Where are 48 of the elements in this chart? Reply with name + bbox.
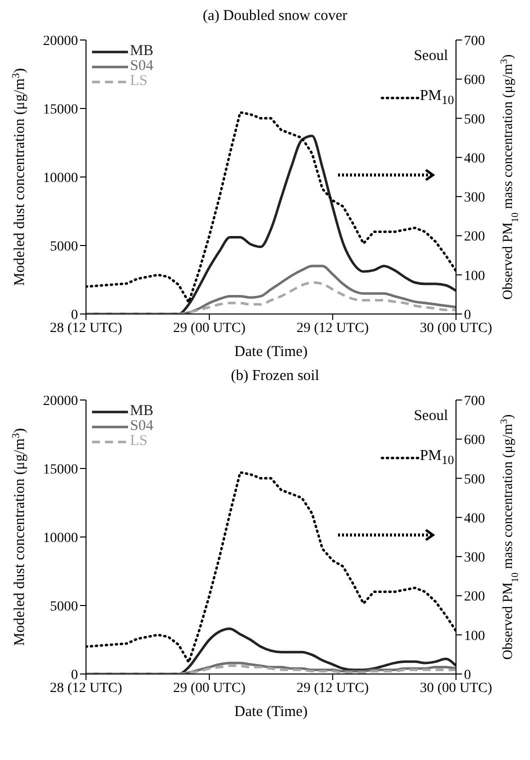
y2-tick-label: 300	[464, 190, 485, 206]
chart-title: (a) Doubled snow cover	[202, 8, 348, 26]
y2-tick-label: 0	[464, 668, 471, 683]
y2-tick-label: 200	[464, 230, 485, 245]
x-axis-title: Date (Time)	[234, 704, 308, 720]
y2-tick-label: 700	[464, 394, 485, 409]
y-tick-label: 10000	[43, 530, 78, 546]
annotation: Seoul	[414, 408, 448, 425]
y-tick-label: 0	[71, 308, 78, 323]
y2-tick-label: 400	[464, 511, 485, 526]
y-tick-label: 10000	[43, 170, 78, 186]
x-tick-label: 29 (00 UTC)	[173, 320, 246, 336]
y-tick-label: 0	[71, 668, 78, 683]
legend-label: LS	[130, 73, 148, 90]
y2-tick-label: 300	[464, 550, 485, 566]
y-tick-label: 15000	[43, 102, 78, 118]
y-tick-label: 15000	[43, 462, 78, 478]
y2-tick-label: 500	[464, 472, 485, 488]
x-tick-label: 30 (00 UTC)	[420, 320, 492, 336]
chart-title: (b) Frozen soil	[230, 368, 320, 386]
annotation: Seoul	[414, 48, 448, 65]
y-tick-label: 5000	[50, 239, 78, 254]
y2-tick-label: 0	[464, 308, 471, 323]
y-tick-label: 5000	[50, 599, 78, 614]
x-axis-title: Date (Time)	[234, 344, 308, 360]
legend-label: S04	[130, 58, 154, 75]
y2-tick-label: 600	[464, 433, 485, 448]
y2-tick-label: 400	[464, 151, 485, 166]
y-tick-label: 20000	[43, 394, 78, 409]
x-tick-label: 29 (00 UTC)	[173, 680, 246, 696]
legend-label: MB	[130, 43, 154, 60]
legend-label: PM$_{10}$	[420, 88, 454, 108]
x-tick-label: 28 (12 UTC)	[50, 320, 122, 336]
legend-label: PM$_{10}$	[420, 448, 454, 468]
y2-tick-label: 700	[464, 34, 485, 49]
x-tick-label: 30 (00 UTC)	[420, 680, 492, 696]
x-tick-label: 29 (12 UTC)	[296, 680, 370, 696]
y2-tick-label: 100	[464, 628, 485, 644]
y2-tick-label: 100	[464, 268, 485, 284]
x-tick-label: 29 (12 UTC)	[296, 320, 370, 336]
x-tick-label: 28 (12 UTC)	[50, 680, 122, 696]
y2-tick-label: 600	[464, 73, 485, 88]
y2-tick-label: 200	[464, 590, 485, 605]
legend-label: MB	[130, 403, 154, 420]
legend-label: S04	[130, 418, 154, 435]
legend-label: LS	[130, 433, 148, 450]
y-tick-label: 20000	[43, 34, 78, 49]
y2-tick-label: 500	[464, 112, 485, 128]
